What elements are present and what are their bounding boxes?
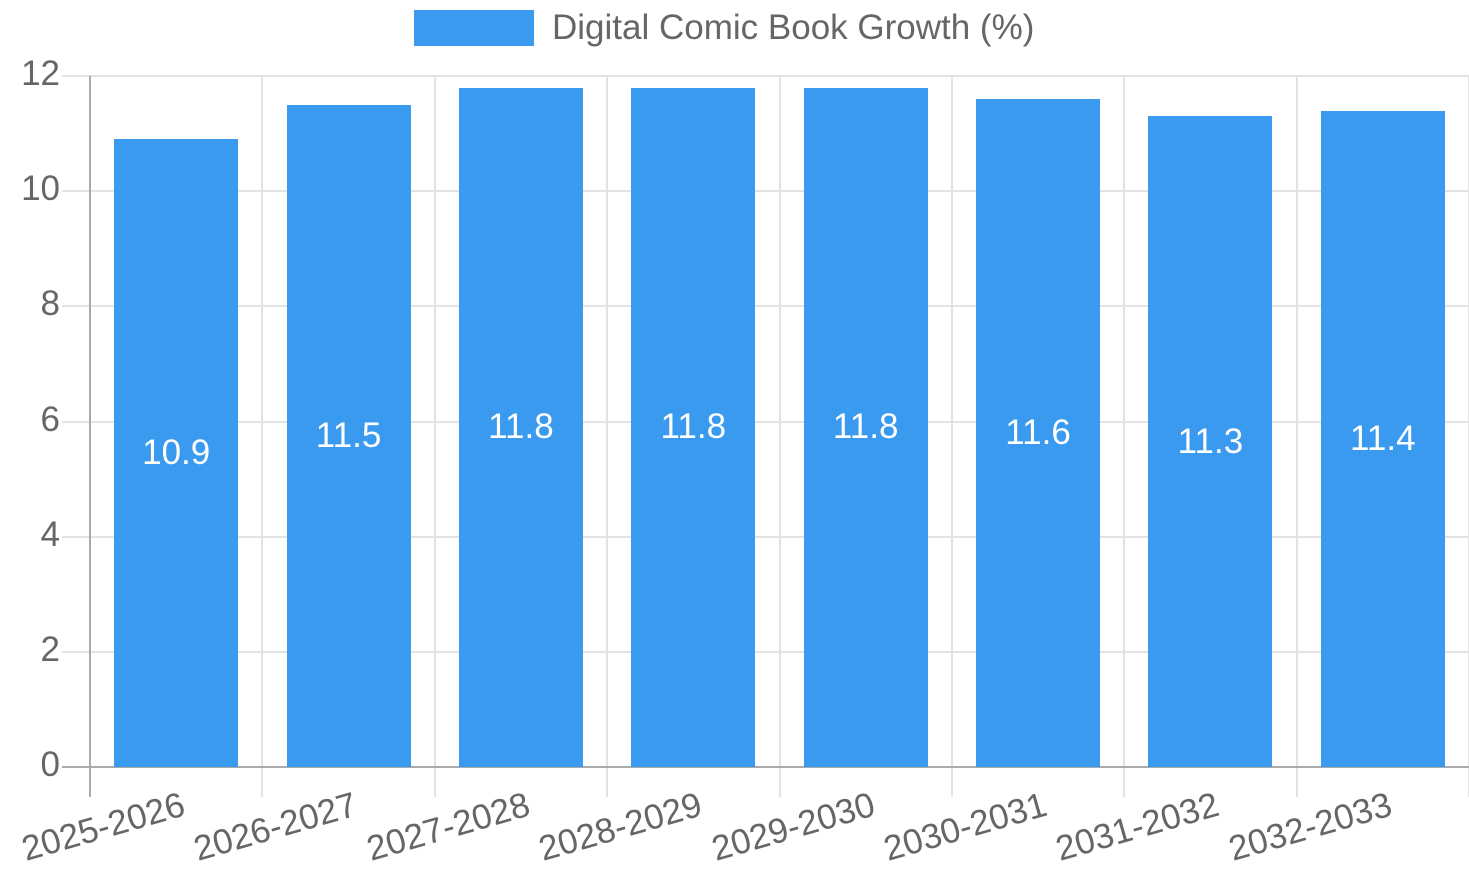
x-tick-label: 2032-2033 [1224,785,1396,869]
y-tick-label: 4 [40,514,60,554]
bar[interactable]: 10.9 [114,139,239,767]
y-tick-label: 12 [21,54,60,93]
bar-value-label: 10.9 [142,433,211,473]
gridline-vertical [261,76,264,797]
legend[interactable]: Digital Comic Book Growth (%) [414,8,1034,48]
gridline-horizontal [62,535,1469,538]
gridline-horizontal [62,305,1469,308]
bar[interactable]: 11.6 [976,99,1101,767]
y-tick-label: 6 [40,399,60,439]
y-axis [89,76,91,797]
bar-value-label: 11.8 [660,407,727,447]
gridline-horizontal [62,650,1469,653]
gridline-vertical [1123,76,1126,797]
legend-swatch [414,10,534,46]
bar-value-label: 11.3 [1177,421,1244,461]
y-tick-label: 8 [40,284,60,324]
x-tick-label: 2029-2030 [706,785,879,869]
bar-value-label: 11.4 [1350,418,1416,458]
bar-value-label: 11.6 [1005,413,1071,452]
gridline-vertical [1295,76,1298,797]
x-tick-label: 2027-2028 [362,785,534,869]
bar[interactable]: 11.8 [803,87,928,767]
bar-value-label: 11.5 [315,415,382,455]
bar[interactable]: 11.8 [631,87,756,767]
gridline-vertical [433,76,436,797]
x-axis [62,766,1469,768]
bar-value-label: 11.8 [832,407,899,447]
gridline-vertical [778,76,781,797]
x-tick-label: 2025-2026 [17,785,190,869]
x-tick-label: 2026-2027 [189,785,362,869]
gridline-vertical [950,76,953,797]
bar[interactable]: 11.5 [286,104,411,767]
gridline-horizontal [62,420,1469,423]
gridline-vertical [606,76,609,797]
legend-label: Digital Comic Book Growth (%) [552,8,1035,47]
gridline-horizontal [62,190,1469,193]
x-tick-label: 2028-2029 [534,785,707,869]
y-tick-label: 2 [40,629,60,669]
gridline-horizontal [62,75,1469,77]
bar[interactable]: 11.8 [458,87,583,767]
y-tick-label: 0 [40,745,60,784]
bar[interactable]: 11.4 [1320,110,1445,767]
bar[interactable]: 11.3 [1148,116,1273,767]
bar-value-label: 11.8 [488,407,554,447]
y-tick-label: 10 [21,169,60,209]
x-tick-label: 2031-2032 [1051,785,1224,869]
x-tick-label: 2030-2031 [879,785,1052,869]
